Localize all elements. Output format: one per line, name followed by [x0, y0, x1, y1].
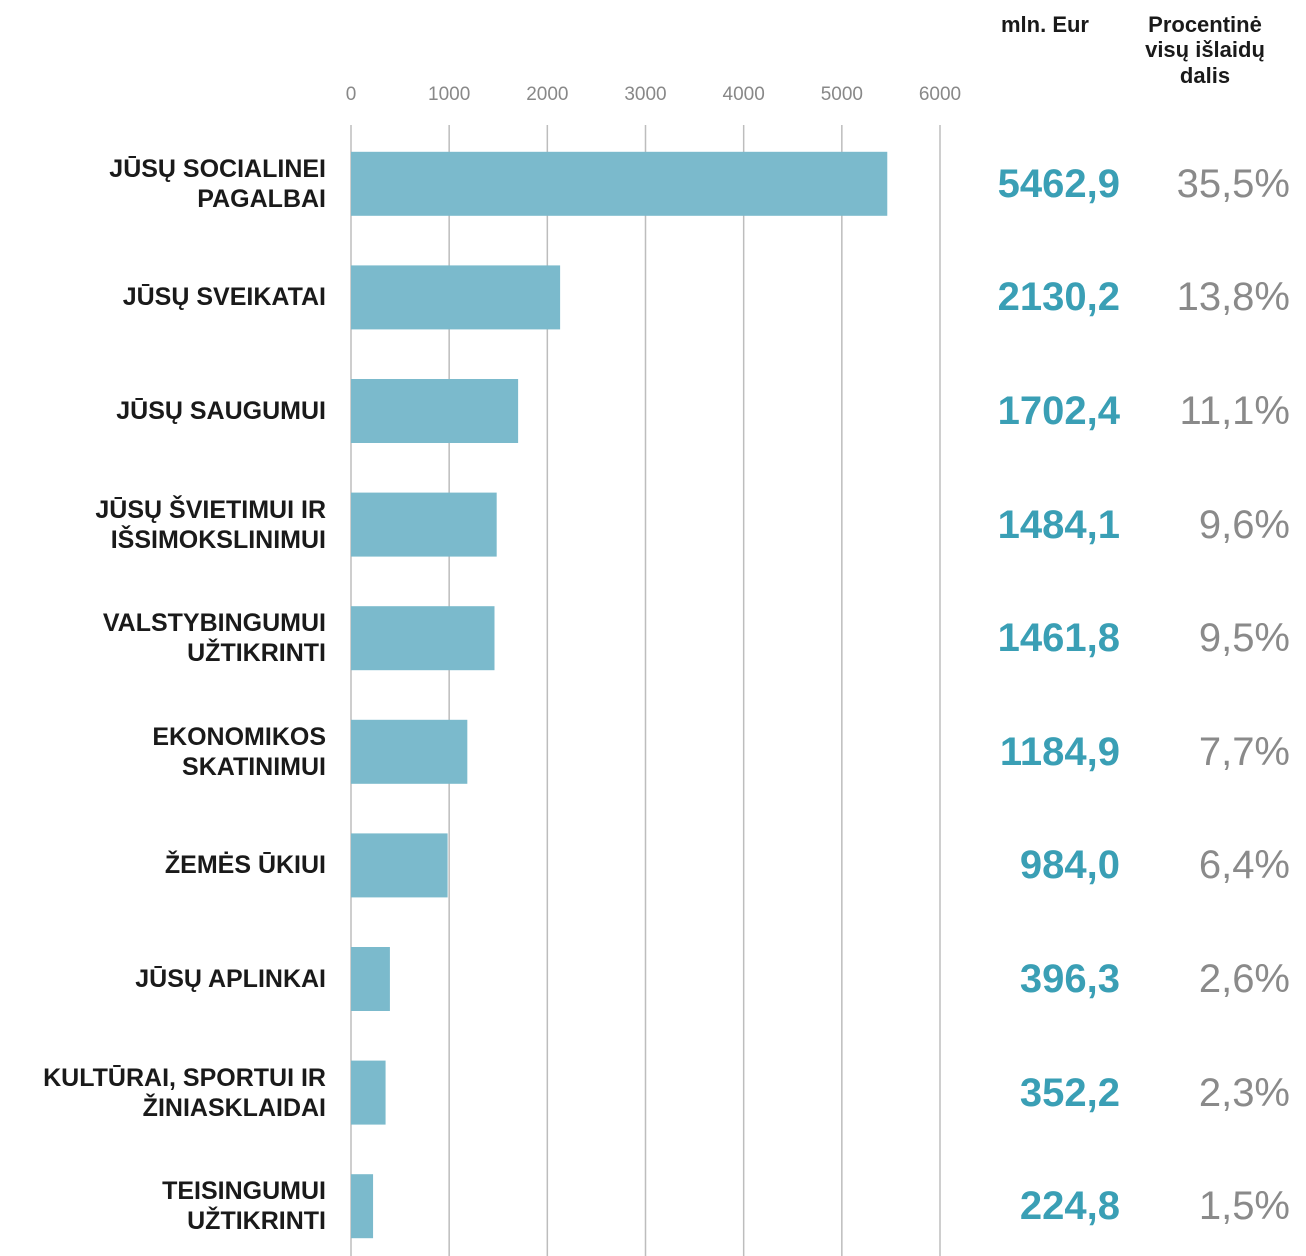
category-label: JŪSŲ APLINKAI [135, 965, 326, 993]
value-label: 5462,9 [997, 161, 1120, 206]
share-label: 11,1% [1179, 389, 1290, 433]
bar [351, 947, 390, 1011]
category-label: JŪSŲ SAUGUMUI [116, 397, 326, 425]
category-label: EKONOMIKOS SKATINIMUI [152, 722, 326, 781]
bar [351, 719, 468, 784]
share-label: 6,4% [1198, 843, 1290, 888]
x-tick-label: 6000 [918, 84, 962, 105]
value-label: 2130,2 [997, 275, 1120, 320]
share-label: 13,8% [1176, 275, 1290, 320]
bar [351, 833, 448, 898]
value-label: 224,8 [1019, 1184, 1120, 1229]
bar [351, 151, 888, 216]
value-label: 352,2 [1019, 1070, 1120, 1115]
bar [351, 1060, 386, 1125]
x-tick-label: 1000 [428, 84, 471, 105]
category-label: ŽEMĖS ŪKIUI [164, 851, 326, 880]
value-label: 1484,1 [997, 502, 1120, 547]
share-label: 1,5% [1198, 1184, 1290, 1229]
x-tick-label: 0 [345, 84, 357, 105]
bar [351, 606, 495, 671]
share-label: 9,6% [1198, 502, 1290, 547]
share-label: 7,7% [1198, 729, 1290, 774]
category-label: VALSTYBINGUMUI UŽTIKRINTI [102, 609, 326, 668]
share-label: 35,5% [1176, 161, 1290, 206]
bar [351, 379, 519, 443]
value-label: 1184,9 [999, 729, 1120, 774]
share-label: 9,5% [1198, 616, 1290, 661]
x-tick-label: 3000 [624, 84, 667, 105]
value-label: 1702,4 [997, 389, 1120, 433]
category-label: KULTŪRAI, SPORTUI IR ŽINIASKLAIDAI [43, 1063, 326, 1122]
x-tick-label: 2000 [526, 84, 569, 105]
category-label: JŪSŲ SOCIALINEI PAGALBAI [109, 154, 326, 213]
category-label: JŪSŲ SVEIKATAI [122, 283, 326, 312]
column-header: Procentinė visų išlaidų dalis [1145, 12, 1265, 88]
bar [351, 492, 497, 557]
category-label: JŪSŲ ŠVIETIMUI IR IŠSIMOKSLINIMUI [95, 495, 326, 554]
value-label: 984,0 [1019, 843, 1120, 888]
share-label: 2,3% [1198, 1070, 1290, 1115]
column-header: mln. Eur [1000, 12, 1089, 37]
x-tick-label: 4000 [722, 84, 765, 105]
value-label: 396,3 [1019, 957, 1120, 1001]
bar [351, 1174, 374, 1239]
x-tick-label: 5000 [820, 84, 863, 105]
share-label: 2,6% [1198, 957, 1290, 1001]
bar [351, 265, 561, 330]
category-label: TEISINGUMUI UŽTIKRINTI [162, 1177, 326, 1236]
value-label: 1461,8 [997, 616, 1120, 661]
